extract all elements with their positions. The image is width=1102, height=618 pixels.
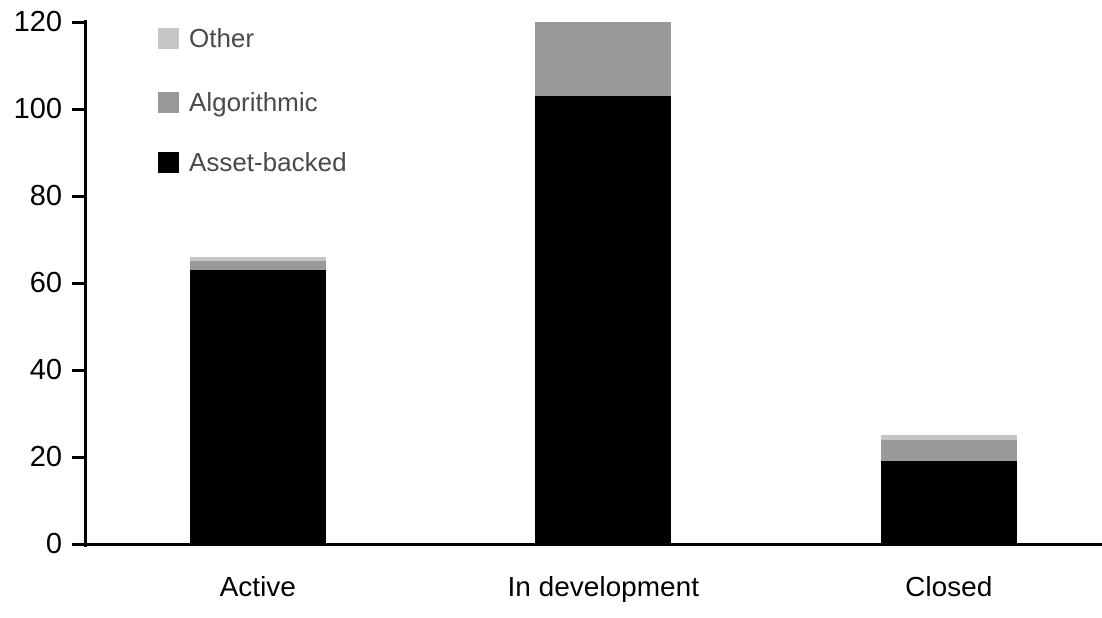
- legend-label-asset-backed: Asset-backed: [189, 147, 347, 177]
- y-axis-tick-40: [72, 369, 84, 372]
- y-axis-tick-label-80: 80: [29, 180, 62, 212]
- bar-closed-segment-asset-backed: [880, 461, 1017, 544]
- y-axis-tick-label-60: 60: [29, 267, 62, 299]
- y-axis-line: [84, 20, 87, 547]
- bar-active-segment-algorithmic: [189, 261, 326, 270]
- bar-closed-segment-other: [880, 435, 1017, 440]
- y-axis-tick-label-40: 40: [29, 354, 62, 386]
- bar-active-segment-asset-backed: [189, 269, 326, 544]
- y-axis-tick-120: [72, 21, 84, 24]
- legend-swatch-other: [158, 27, 179, 49]
- y-axis-tick-60: [72, 282, 84, 285]
- bar-in-development-segment-algorithmic: [535, 22, 672, 96]
- y-axis-tick-20: [72, 456, 84, 459]
- x-axis-label-closed: Closed: [905, 571, 993, 602]
- y-axis-tick-label-20: 20: [29, 441, 62, 473]
- legend-label-algorithmic: Algorithmic: [189, 87, 318, 117]
- x-axis-label-active: Active: [219, 571, 296, 602]
- y-axis-tick-label-100: 100: [13, 93, 62, 125]
- bar-closed-segment-algorithmic: [880, 439, 1017, 462]
- bar-in-development-segment-asset-backed: [535, 95, 672, 544]
- y-axis-tick-100: [72, 108, 84, 111]
- legend-item-asset-backed: Asset-backed: [158, 148, 347, 176]
- legend-swatch-algorithmic: [158, 91, 179, 113]
- y-axis-tick-label-120: 120: [13, 6, 62, 38]
- x-axis-label-in-development: In development: [507, 571, 699, 602]
- legend-item-algorithmic: Algorithmic: [158, 88, 318, 116]
- legend-swatch-asset-backed: [158, 151, 179, 173]
- y-axis-tick-0: [72, 543, 84, 546]
- x-axis-line: [84, 543, 1102, 546]
- legend-item-other: Other: [158, 24, 254, 52]
- bar-active-segment-other: [189, 256, 326, 262]
- y-axis-tick-80: [72, 195, 84, 198]
- legend-label-other: Other: [189, 23, 255, 53]
- y-axis-tick-label-0: 0: [45, 528, 62, 560]
